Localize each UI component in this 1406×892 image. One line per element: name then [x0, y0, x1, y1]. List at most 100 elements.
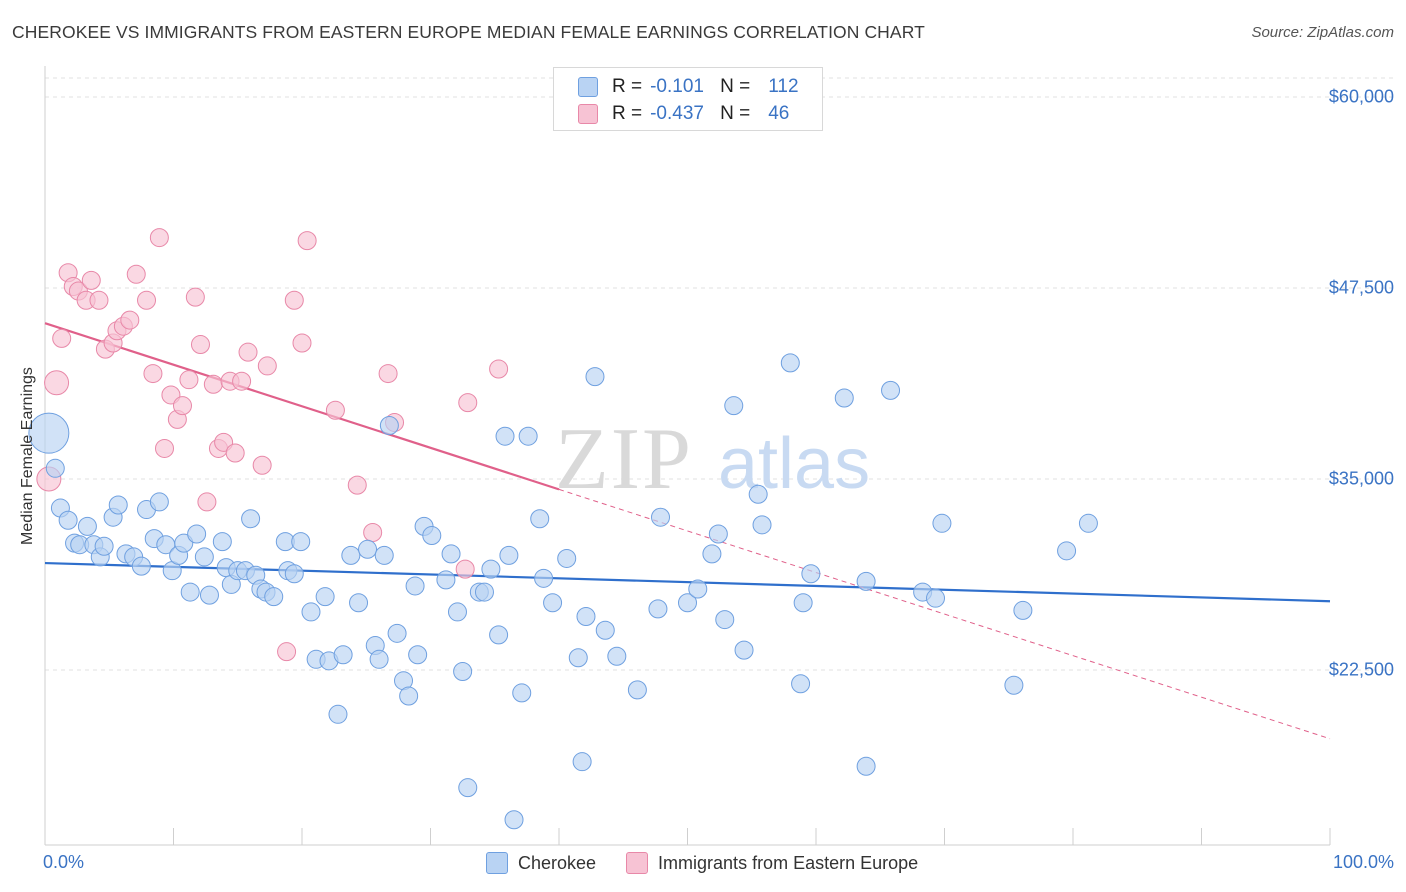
data-point-cherokee [174, 533, 194, 553]
data-point-cherokee [648, 599, 668, 619]
data-point-cherokee [405, 576, 425, 596]
data-point-cherokee [881, 380, 901, 400]
data-point-cherokee [284, 564, 304, 584]
data-point-cherokee [543, 593, 563, 613]
watermark-atlas: atlas [718, 424, 870, 504]
data-point-eastern-europe [126, 264, 146, 284]
data-point-cherokee [495, 426, 515, 446]
data-point-cherokee [436, 570, 456, 590]
data-point-eastern-europe [52, 328, 72, 348]
data-point-cherokee [512, 683, 532, 703]
data-point-cherokee [793, 593, 813, 613]
data-point-eastern-europe [347, 475, 367, 495]
data-point-cherokee [607, 646, 627, 666]
data-point-cherokee [387, 623, 407, 643]
data-point-eastern-europe [155, 438, 175, 458]
data-point-cherokee [264, 587, 284, 607]
data-point-cherokee [194, 547, 214, 567]
data-point-eastern-europe [363, 522, 383, 542]
data-point-eastern-europe [232, 371, 252, 391]
data-point-eastern-europe [172, 396, 192, 416]
legend-label: Cherokee [518, 852, 597, 873]
data-point-eastern-europe [149, 228, 169, 248]
data-point-cherokee [856, 571, 876, 591]
trend-line-eastern-europe [44, 322, 1331, 740]
data-point-eastern-europe [81, 270, 101, 290]
points-cherokee [28, 353, 1098, 830]
data-point-cherokee [301, 602, 321, 622]
points-eastern-europe [36, 228, 509, 662]
data-point-cherokee [715, 610, 735, 630]
data-point-cherokee [77, 516, 97, 536]
data-point-eastern-europe [137, 290, 157, 310]
y-tick-label: $60,000 [1328, 86, 1394, 107]
axes [44, 66, 1331, 846]
data-point-cherokee [724, 396, 744, 416]
data-point-eastern-europe [455, 559, 475, 579]
data-point-cherokee [241, 509, 261, 529]
data-point-cherokee [358, 539, 378, 559]
data-point-cherokee [748, 484, 768, 504]
data-point-eastern-europe [197, 492, 217, 512]
data-point-eastern-europe [89, 290, 109, 310]
data-point-cherokee [180, 582, 200, 602]
swatch-blue [486, 852, 508, 874]
data-point-cherokee [856, 756, 876, 776]
data-point-eastern-europe [277, 642, 297, 662]
legend-item-cherokee: Cherokee [486, 852, 596, 874]
data-point-eastern-europe [225, 443, 245, 463]
data-point-cherokee [702, 544, 722, 564]
data-point-cherokee [374, 545, 394, 565]
swatch-blue [578, 77, 598, 97]
data-point-eastern-europe [297, 231, 317, 251]
data-point-cherokee [108, 495, 128, 515]
data-point-eastern-europe [238, 342, 258, 362]
trend-line-solid [44, 322, 560, 491]
r-label: R = [612, 76, 643, 97]
data-point-eastern-europe [179, 370, 199, 390]
r-value: -0.101 [650, 76, 704, 97]
x-tick-label: 0.0% [43, 852, 85, 872]
data-point-eastern-europe [489, 359, 509, 379]
data-point-cherokee [585, 367, 605, 387]
data-point-cherokee [441, 544, 461, 564]
trend-line-dashed [558, 488, 1331, 740]
y-tick-label: $47,500 [1328, 277, 1394, 298]
data-point-cherokee [568, 648, 588, 668]
n-value: 112 [768, 76, 799, 97]
swatch-pink [578, 104, 598, 124]
data-point-cherokee [708, 524, 728, 544]
data-point-eastern-europe [185, 287, 205, 307]
legend-label: Immigrants from Eastern Europe [658, 852, 919, 873]
data-point-eastern-europe [120, 310, 140, 330]
data-point-cherokee [333, 645, 353, 665]
watermark-zip: ZIP [555, 411, 693, 508]
data-point-eastern-europe [252, 455, 272, 475]
data-point-cherokee [369, 649, 389, 669]
data-point-eastern-europe [325, 400, 345, 420]
data-point-cherokee [834, 388, 854, 408]
chart-title: CHEROKEE VS IMMIGRANTS FROM EASTERN EURO… [12, 22, 925, 42]
data-point-eastern-europe [203, 374, 223, 394]
data-point-cherokee [58, 510, 78, 530]
n-label: N = [720, 103, 751, 124]
data-point-cherokee [518, 426, 538, 446]
series-legend: Cherokee Immigrants from Eastern Europe [486, 852, 948, 874]
data-point-cherokee [399, 686, 419, 706]
data-point-cherokee [379, 416, 399, 436]
data-point-cherokee [932, 513, 952, 533]
data-point-cherokee [688, 579, 708, 599]
r-label: R = [612, 103, 643, 124]
data-point-cherokee [678, 593, 697, 613]
data-point-cherokee [481, 559, 501, 579]
data-point-cherokee [131, 556, 151, 576]
data-point-cherokee [1013, 600, 1033, 620]
data-point-cherokee [926, 588, 946, 608]
data-point-cherokee [752, 515, 772, 535]
data-point-cherokee [349, 593, 369, 613]
n-label: N = [720, 76, 751, 97]
data-point-cherokee [651, 507, 671, 527]
data-point-cherokee [1057, 541, 1077, 561]
data-point-cherokee [530, 509, 550, 529]
